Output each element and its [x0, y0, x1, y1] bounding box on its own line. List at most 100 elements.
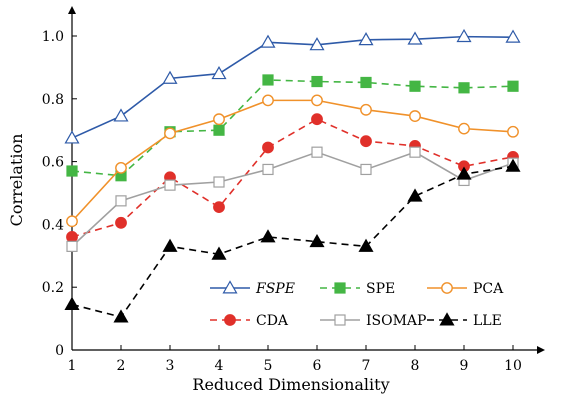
legend-entry-fspe: FSPE [210, 280, 295, 297]
x-tick-label: 7 [362, 358, 371, 374]
data-point-isomap [409, 146, 421, 158]
series-line-fspe [71, 35, 514, 139]
data-point-isomap [213, 176, 225, 188]
data-point-isomap [115, 195, 127, 207]
series-line-lle [71, 165, 514, 318]
data-point-spe [409, 80, 421, 92]
data-point-cda [262, 141, 274, 154]
series-fspe [64, 28, 521, 144]
data-point-isomap [262, 163, 274, 176]
data-point-fspe [358, 32, 374, 46]
tick-marks: 1 2 3 4 5 6 7 8 9 10 0 0.2 0.4 0.6 0.8 1.0 [42, 29, 522, 374]
legend-label: FSPE [255, 281, 295, 297]
data-point-lle [309, 233, 325, 248]
series-isomap [66, 146, 519, 252]
data-point-pca [213, 113, 225, 126]
data-point-pca [66, 215, 78, 228]
y-tick-label: 0.2 [42, 280, 64, 296]
series-layer [64, 28, 521, 323]
data-point-cda [66, 231, 78, 243]
data-point-spe [360, 76, 372, 89]
y-tick-label: 0.8 [42, 92, 64, 108]
series-line-spe [71, 79, 514, 177]
data-point-lle [211, 246, 227, 260]
legend: FSPE SPE PCA CDA ISOMAP LLE [210, 280, 504, 329]
series-spe [66, 74, 519, 182]
data-point-pca [458, 122, 470, 135]
legend-label: ISOMAP [366, 313, 426, 329]
legend-marker [222, 280, 238, 294]
x-tick-label: 4 [215, 358, 224, 374]
data-point-cda [360, 135, 372, 148]
legend-marker [334, 282, 346, 294]
series-line-cda [71, 118, 514, 238]
data-point-isomap [360, 163, 372, 176]
legend-label: CDA [256, 313, 289, 329]
legend-label: LLE [473, 313, 502, 329]
series-lle [64, 158, 521, 323]
data-point-fspe [505, 29, 521, 43]
data-point-cda [115, 216, 127, 229]
data-point-pca [507, 125, 519, 138]
y-axis-title: Correlation [7, 134, 26, 227]
y-tick-label: 0 [55, 343, 64, 359]
legend-entry-pca: PCA [427, 281, 504, 297]
x-tick-label: 6 [313, 358, 322, 374]
x-tick-label: 3 [166, 358, 175, 374]
legend-entry-spe: SPE [320, 281, 395, 297]
data-point-cda [311, 113, 323, 126]
legend-entry-isomap: ISOMAP [320, 313, 426, 329]
x-tick-label: 5 [264, 358, 273, 374]
x-tick-label: 9 [460, 358, 469, 374]
legend-marker [224, 314, 236, 326]
data-point-spe [262, 74, 274, 86]
legend-entry-lle: LLE [427, 312, 502, 329]
legend-marker [441, 282, 453, 294]
data-point-lle [358, 238, 374, 252]
legend-label: SPE [366, 281, 395, 297]
data-point-fspe [407, 31, 423, 45]
legend-marker [334, 314, 346, 326]
x-tick-label: 10 [504, 358, 522, 374]
data-point-pca [164, 127, 176, 140]
data-point-pca [115, 161, 127, 174]
data-point-spe [311, 75, 323, 88]
x-tick-label: 8 [411, 358, 420, 374]
data-point-fspe [211, 65, 227, 80]
data-point-isomap [311, 146, 323, 158]
x-tick-label: 2 [117, 358, 126, 374]
data-point-lle [113, 309, 129, 323]
data-point-isomap [66, 240, 78, 252]
y-tick-label: 0.6 [42, 155, 64, 171]
legend-marker [439, 312, 455, 326]
data-point-spe [66, 165, 78, 177]
data-point-pca [409, 110, 421, 122]
legend-entry-cda: CDA [210, 313, 289, 329]
data-point-fspe [456, 28, 472, 43]
data-point-cda [213, 201, 225, 214]
data-point-lle [505, 158, 521, 172]
data-point-spe [458, 82, 470, 94]
data-point-lle [64, 296, 80, 310]
data-point-pca [311, 94, 323, 107]
data-point-pca [360, 103, 372, 116]
data-point-fspe [309, 37, 325, 51]
y-tick-label: 0.4 [42, 217, 64, 233]
y-tick-label: 1.0 [42, 29, 64, 45]
series-pca [66, 94, 519, 228]
series-cda [66, 113, 519, 243]
data-point-lle [407, 188, 423, 202]
data-point-pca [262, 94, 274, 107]
data-point-fspe [260, 34, 276, 48]
data-point-lle [260, 229, 276, 243]
data-point-fspe [64, 130, 80, 144]
legend-label: PCA [473, 281, 504, 297]
data-point-spe [213, 124, 225, 136]
series-line-pca [71, 99, 514, 222]
x-axis-title: Reduced Dimensionality [192, 375, 389, 394]
data-point-lle [162, 238, 178, 252]
data-point-spe [507, 80, 519, 92]
series-line-isomap [71, 151, 514, 247]
data-point-fspe [113, 108, 129, 122]
